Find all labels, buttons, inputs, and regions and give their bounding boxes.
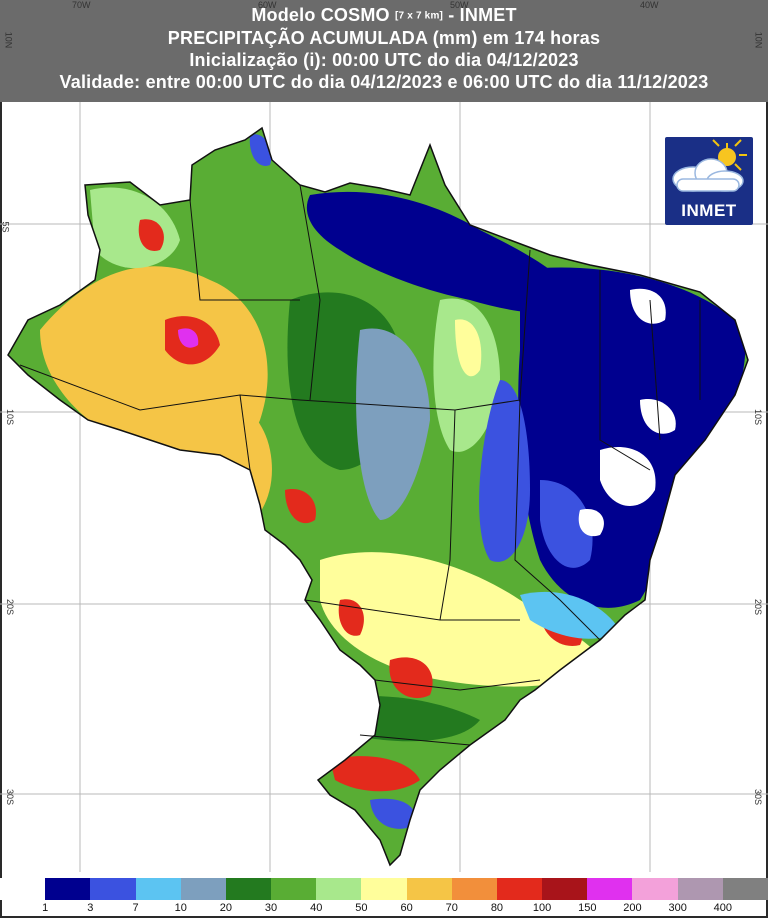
lat-label-10s-left: 10S [5,408,16,426]
legend-swatch [0,878,47,900]
legend-swatch [496,878,543,900]
precip-legend: 1 3 7 10 20 30 40 50 60 70 80 100 150 200 300 400 [0,878,768,918]
legend-swatch [271,878,317,900]
header-line-variable: PRECIPITAÇÃO ACUMULADA (mm) em 174 horas [167,28,601,49]
lat-label-30s-left: 30S [5,788,16,806]
lon-label-70w: 70W [72,0,91,10]
legend-tick-label: 30 [264,902,278,914]
legend-tick-label: 100 [532,902,552,914]
legend-tick-label: 3 [87,902,94,914]
legend-swatch [677,878,724,900]
inmet-logo: INMET [665,137,753,225]
legend-swatch [587,878,633,900]
legend-tick-label: 50 [355,902,368,914]
logo-text: INMET [681,201,737,220]
legend-tick-label: 60 [400,902,413,914]
legend-swatch [451,878,498,900]
legend-swatch [542,878,588,900]
legend-swatch [45,878,91,900]
lon-label-60w: 60W [258,0,277,10]
map-svg [0,102,768,872]
sun-cloud-icon [672,139,747,192]
lat-label-20s-right: 20S [753,598,764,616]
resolution-label: [7 x 7 km] [394,10,444,22]
header-line-init: Inicialização (i): 00:00 UTC do dia 04/1… [189,50,579,71]
lat-label-10s-right: 10S [753,408,764,426]
legend-colorbar [0,878,768,900]
legend-swatch [180,878,227,900]
lon-label-50w: 50W [450,0,469,10]
legend-swatch [316,878,362,900]
brazil-border [7,126,749,867]
legend-tick-label: 300 [668,902,687,914]
legend-tick-label: 70 [445,902,458,914]
state-borders [19,184,701,746]
map-header: Modelo COSMO [7 x 7 km] - INMET PRECIPIT… [0,0,768,102]
legend-swatch [225,878,272,900]
header-line-validity: Validade: entre 00:00 UTC do dia 04/12/2… [59,72,709,93]
lat-label-30s-right: 30S [753,788,764,806]
lat-label-20s-left: 20S [5,598,16,616]
legend-tick-label: 400 [713,902,732,914]
legend-tick-label: 80 [490,902,504,914]
legend-swatch [632,878,679,900]
legend-tick-label: 150 [578,902,597,914]
legend-tick-label: 40 [310,902,323,914]
legend-tick-label: 7 [132,902,139,914]
precipitation-map [0,102,768,872]
legend-swatch [135,878,182,900]
header-line-model: Modelo COSMO [7 x 7 km] - INMET [251,5,517,25]
lat-label-10n-left: 10N [3,31,14,49]
lat-label-10n-right: 10N [753,31,764,49]
lon-label-40w: 40W [640,0,659,10]
lat-label-5s-left: 5S [0,221,11,233]
legend-swatch [90,878,137,900]
legend-swatch [361,878,408,900]
legend-tick-label: 10 [174,902,187,914]
legend-swatch [406,878,453,900]
legend-tick-label: 20 [219,902,232,914]
brazil-precip-field [7,126,749,867]
legend-swatch [722,878,768,900]
legend-tick-label: 200 [623,902,642,914]
legend-tick-label: 1 [42,902,49,914]
